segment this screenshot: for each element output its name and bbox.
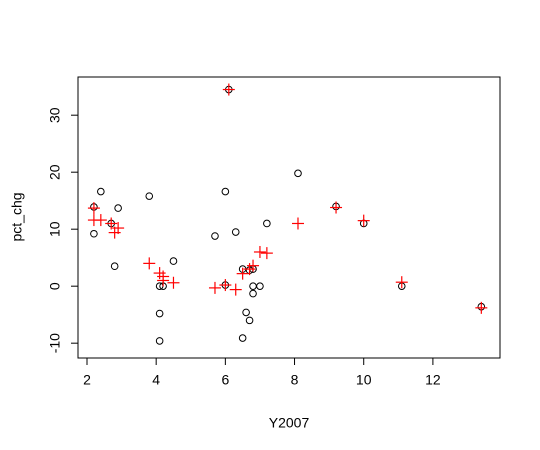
point bbox=[291, 217, 304, 230]
point bbox=[87, 202, 100, 215]
x-tick-label: 12 bbox=[425, 372, 441, 388]
point bbox=[97, 187, 105, 196]
point bbox=[114, 204, 122, 212]
point bbox=[245, 316, 254, 325]
point bbox=[211, 232, 219, 240]
point bbox=[219, 279, 232, 292]
point bbox=[247, 259, 260, 272]
point bbox=[169, 257, 178, 265]
point bbox=[229, 283, 242, 296]
point bbox=[112, 222, 125, 235]
point bbox=[249, 289, 257, 298]
y-tick-label: 20 bbox=[47, 164, 63, 180]
point bbox=[145, 192, 154, 200]
point bbox=[475, 301, 488, 314]
point bbox=[253, 245, 266, 258]
x-axis-label: Y2007 bbox=[269, 415, 310, 431]
point bbox=[395, 276, 408, 289]
plot-box bbox=[77, 76, 501, 359]
x-tick-label: 10 bbox=[356, 372, 372, 388]
y-axis-label: pct_chg bbox=[9, 192, 25, 241]
point bbox=[242, 308, 250, 317]
point bbox=[105, 217, 118, 230]
point bbox=[357, 214, 370, 227]
y-tick-label: 30 bbox=[47, 107, 63, 123]
point bbox=[143, 257, 156, 270]
point bbox=[330, 201, 343, 214]
point bbox=[90, 229, 98, 238]
y-tick-label: 0 bbox=[47, 282, 63, 290]
point bbox=[221, 187, 230, 196]
y-tick-label: -10 bbox=[47, 333, 63, 353]
point bbox=[155, 337, 164, 345]
point bbox=[155, 309, 164, 318]
x-tick-label: 8 bbox=[291, 372, 299, 388]
point bbox=[238, 334, 247, 342]
x-tick-label: 6 bbox=[221, 372, 229, 388]
point bbox=[208, 281, 221, 294]
point bbox=[157, 274, 170, 287]
point bbox=[260, 247, 273, 260]
point bbox=[167, 276, 180, 289]
point bbox=[153, 267, 166, 280]
point bbox=[294, 169, 302, 178]
point bbox=[263, 219, 271, 228]
x-tick-label: 4 bbox=[152, 372, 160, 388]
point bbox=[231, 228, 240, 236]
point bbox=[249, 282, 257, 290]
point bbox=[222, 83, 235, 96]
y-tick-label: 10 bbox=[47, 221, 63, 237]
point bbox=[94, 214, 107, 227]
point bbox=[256, 282, 264, 290]
point bbox=[110, 262, 119, 271]
x-tick-label: 2 bbox=[83, 372, 91, 388]
point bbox=[236, 267, 249, 280]
